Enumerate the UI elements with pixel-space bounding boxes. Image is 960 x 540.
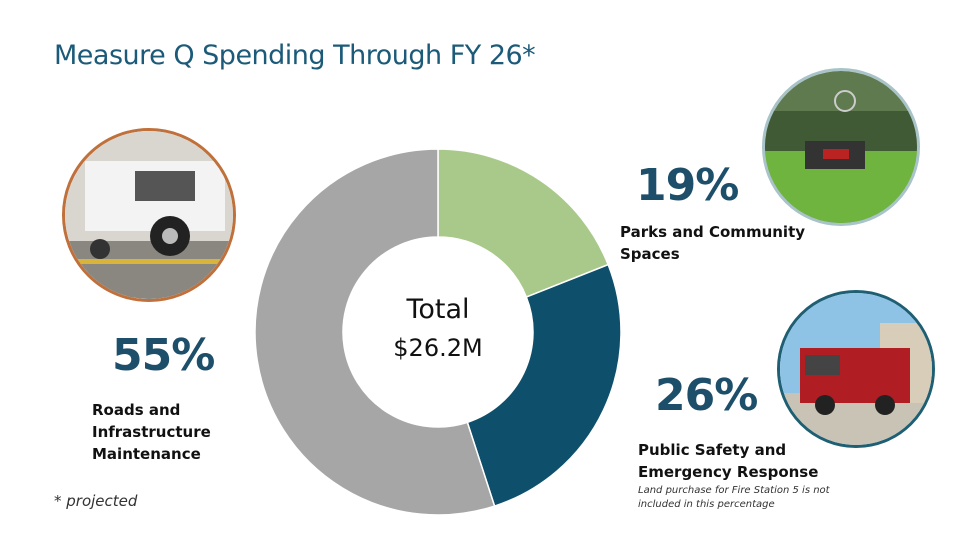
footnote: * projected	[54, 492, 138, 510]
public-safety-label: Public Safety and Emergency Response	[638, 439, 818, 483]
roads-percent: 55%	[112, 330, 215, 381]
donut-slice-parks-and-community-spaces	[437, 148, 610, 299]
parks-label-line2: Spaces	[620, 245, 680, 263]
public-safety-photo	[777, 290, 935, 448]
parks-label-line1: Parks and Community	[620, 223, 806, 241]
roads-label-line1: Roads and	[92, 401, 181, 419]
donut-slice-public-safety-and-emergency-response	[466, 263, 622, 507]
parks-photo	[762, 68, 920, 226]
roads-label-line2: Infrastructure	[92, 423, 211, 441]
public-safety-percent: 26%	[655, 370, 758, 421]
public-safety-label-line2: Emergency Response	[638, 463, 819, 481]
roads-photo	[62, 128, 236, 302]
fire-truck-image	[780, 293, 932, 445]
roads-label-line3: Maintenance	[92, 445, 201, 463]
note-line1: Land purchase for Fire Station 5 is not	[638, 485, 830, 496]
public-safety-label-line1: Public Safety and	[638, 441, 787, 459]
roads-label: Roads and Infrastructure Maintenance	[92, 399, 211, 465]
street-sweeper-image	[65, 131, 233, 299]
parks-label: Parks and Community Spaces	[620, 221, 805, 265]
page-title: Measure Q Spending Through FY 26*	[54, 40, 536, 71]
donut-slice-roads-and-infrastructure-maintenance	[254, 148, 496, 516]
park-mower-image	[765, 71, 917, 223]
fire-station-note: Land purchase for Fire Station 5 is not …	[638, 484, 838, 512]
center-label-total: Total	[405, 294, 469, 325]
center-label-amount: $26.2M	[393, 334, 482, 362]
note-line2: included in this percentage	[638, 499, 775, 510]
parks-percent: 19%	[636, 160, 739, 211]
